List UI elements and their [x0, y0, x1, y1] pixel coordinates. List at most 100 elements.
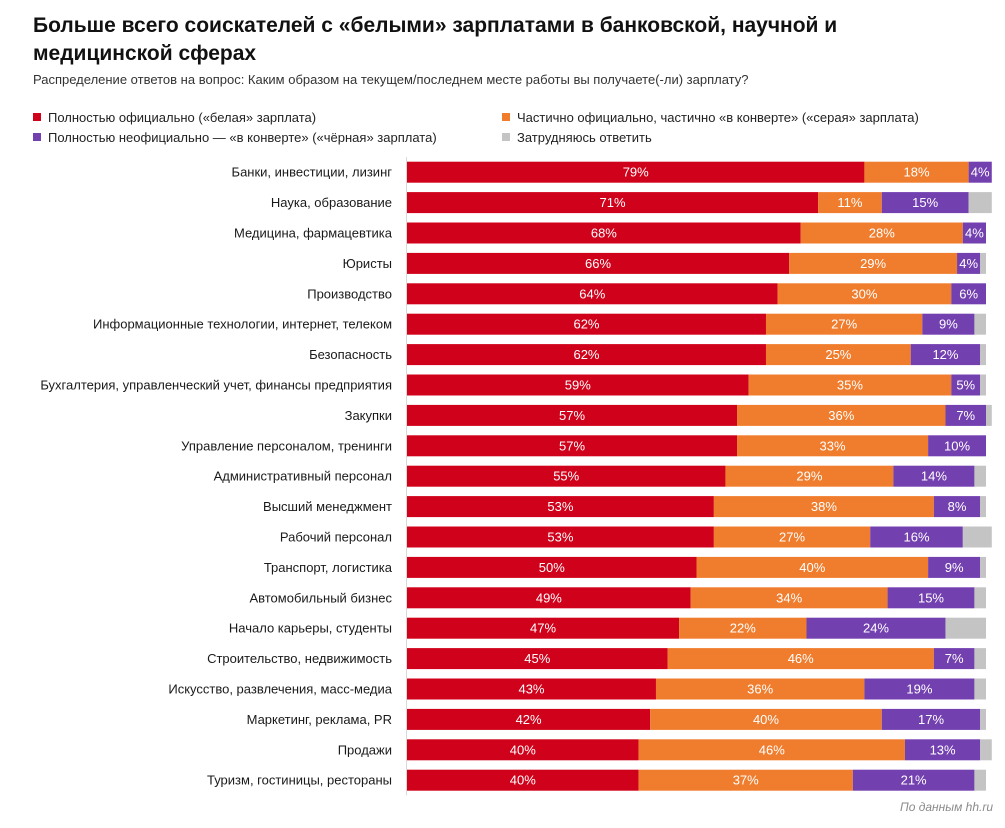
value-label-white: 45% — [524, 651, 550, 666]
bar-segment-grey — [737, 404, 946, 426]
bar-row: Закупки 57% 36% 7% — [345, 404, 992, 426]
value-label-white: 64% — [579, 286, 605, 301]
bar-row: Высший менеджмент 53% 38% 8% — [263, 496, 986, 518]
bar-row: Административный персонал 55% 29% 14% — [214, 465, 986, 487]
bar-segment-black — [933, 496, 981, 518]
bar-segment-unsure — [974, 648, 986, 670]
category-label: Юристы — [343, 256, 392, 271]
bar-segment-unsure — [980, 739, 992, 761]
legend-label-white: Полностью официально («белая» зарплата) — [48, 110, 317, 125]
bar-row: Маркетинг, реклама, PR 42% 40% 17% — [247, 708, 986, 730]
value-label-grey: 29% — [796, 469, 822, 484]
bar-row: Искусство, развлечения, масс-медиа 43% 36%… — [168, 678, 986, 700]
bar-segment-black — [852, 769, 975, 791]
value-label-grey: 36% — [828, 408, 854, 423]
bar-row: Начало карьеры, студенты 47% 22% 24% — [229, 617, 986, 639]
legend: Полностью официально («белая» зарплата) … — [0, 108, 1005, 148]
bar-segment-white — [407, 222, 801, 244]
value-label-black: 4% — [965, 226, 984, 241]
bar-segment-black — [881, 192, 969, 214]
bar-segment-unsure — [945, 617, 986, 639]
bar-segment-unsure — [974, 313, 986, 335]
category-label: Банки, инвестиции, лизинг — [232, 165, 393, 180]
bar-row: Производство 64% 30% 6% — [307, 283, 986, 305]
bar-row: Медицина, фармацевтика 68% 28% 4% — [234, 222, 986, 244]
legend-label-unsure: Затрудняюсь ответить — [517, 130, 652, 145]
value-label-grey: 30% — [851, 286, 877, 301]
value-label-black: 5% — [956, 378, 975, 393]
value-label-black: 19% — [906, 682, 932, 697]
value-label-white: 47% — [530, 621, 556, 636]
value-label-white: 68% — [591, 226, 617, 241]
bar-segment-black — [962, 222, 986, 244]
source-note: По данным hh.ru — [900, 800, 993, 814]
value-label-white: 40% — [510, 773, 536, 788]
value-label-black: 7% — [956, 408, 975, 423]
value-label-white: 57% — [559, 438, 585, 453]
legend-item-unsure: Затрудняюсь ответить — [502, 130, 652, 145]
bar-segment-black — [806, 617, 946, 639]
bar-segment-white — [407, 252, 790, 274]
bar-segment-white — [407, 465, 726, 487]
bar-segment-black — [864, 678, 975, 700]
bar-row: Безопасность 62% 25% 12% — [309, 344, 986, 366]
category-label: Информационные технологии, интернет, тел… — [93, 317, 392, 332]
value-label-white: 57% — [559, 408, 585, 423]
category-label: Бухгалтерия, управленческий учет, финанс… — [40, 378, 392, 393]
bar-segment-black — [887, 587, 975, 609]
value-label-grey: 29% — [860, 256, 886, 271]
bar-segment-white — [407, 678, 656, 700]
value-label-black: 4% — [971, 165, 990, 180]
value-label-black: 9% — [945, 560, 964, 575]
legend-item-white: Полностью официально («белая» зарплата) — [33, 110, 316, 125]
bar-segment-grey — [818, 192, 882, 214]
value-label-grey: 46% — [759, 742, 785, 757]
value-label-black: 17% — [918, 712, 944, 727]
bar-segment-unsure — [980, 556, 986, 578]
bar-segment-grey — [748, 374, 952, 396]
bar-segment-black — [945, 404, 986, 426]
bar-row: Автомобильный бизнес 49% 34% 15% — [249, 587, 986, 609]
bar-segment-unsure — [980, 708, 986, 730]
category-label: Транспорт, логистика — [264, 560, 393, 575]
value-label-white: 79% — [623, 165, 649, 180]
value-label-black: 6% — [959, 286, 978, 301]
value-label-grey: 46% — [788, 651, 814, 666]
value-label-black: 24% — [863, 621, 889, 636]
bar-segment-black — [870, 526, 963, 548]
bar-segment-white — [407, 708, 651, 730]
bar-row: Туризм, гостиницы, рестораны 40% 37% 21% — [207, 769, 986, 791]
bar-segment-white — [407, 192, 819, 214]
bar-segment-unsure — [974, 465, 986, 487]
bar-row: Транспорт, логистика 50% 40% 9% — [264, 556, 986, 578]
bar-segment-unsure — [974, 769, 986, 791]
bar-segment-unsure — [980, 374, 986, 396]
bar-segment-unsure — [974, 587, 986, 609]
bar-segment-grey — [864, 161, 969, 183]
value-label-grey: 34% — [776, 590, 802, 605]
bar-segment-grey — [696, 556, 929, 578]
value-label-black: 8% — [948, 499, 967, 514]
bar-segment-black — [928, 435, 986, 457]
value-label-grey: 28% — [869, 226, 895, 241]
bar-segment-grey — [638, 769, 853, 791]
bar-segment-grey — [690, 587, 888, 609]
value-label-grey: 33% — [820, 438, 846, 453]
bar-segment-white — [407, 617, 680, 639]
bar-row: Управление персоналом, тренинги 57% 33% 10% — [181, 435, 986, 457]
bar-segment-black — [951, 283, 986, 305]
value-label-grey: 27% — [831, 317, 857, 332]
value-label-grey: 18% — [904, 165, 930, 180]
bar-segment-black — [957, 252, 981, 274]
category-label: Административный персонал — [214, 469, 392, 484]
bar-segment-grey — [679, 617, 807, 639]
bar-segment-grey — [737, 435, 929, 457]
category-label: Искусство, развлечения, масс-медиа — [168, 682, 392, 697]
bar-row: Юристы 66% 29% 4% — [343, 252, 986, 274]
value-label-grey: 22% — [730, 621, 756, 636]
bar-segment-black — [951, 374, 981, 396]
bar-row: Бухгалтерия, управленческий учет, финанс… — [40, 374, 986, 396]
value-label-grey: 27% — [779, 530, 805, 545]
legend-item-black: Полностью неофициально — «в конверте» («… — [33, 130, 437, 145]
